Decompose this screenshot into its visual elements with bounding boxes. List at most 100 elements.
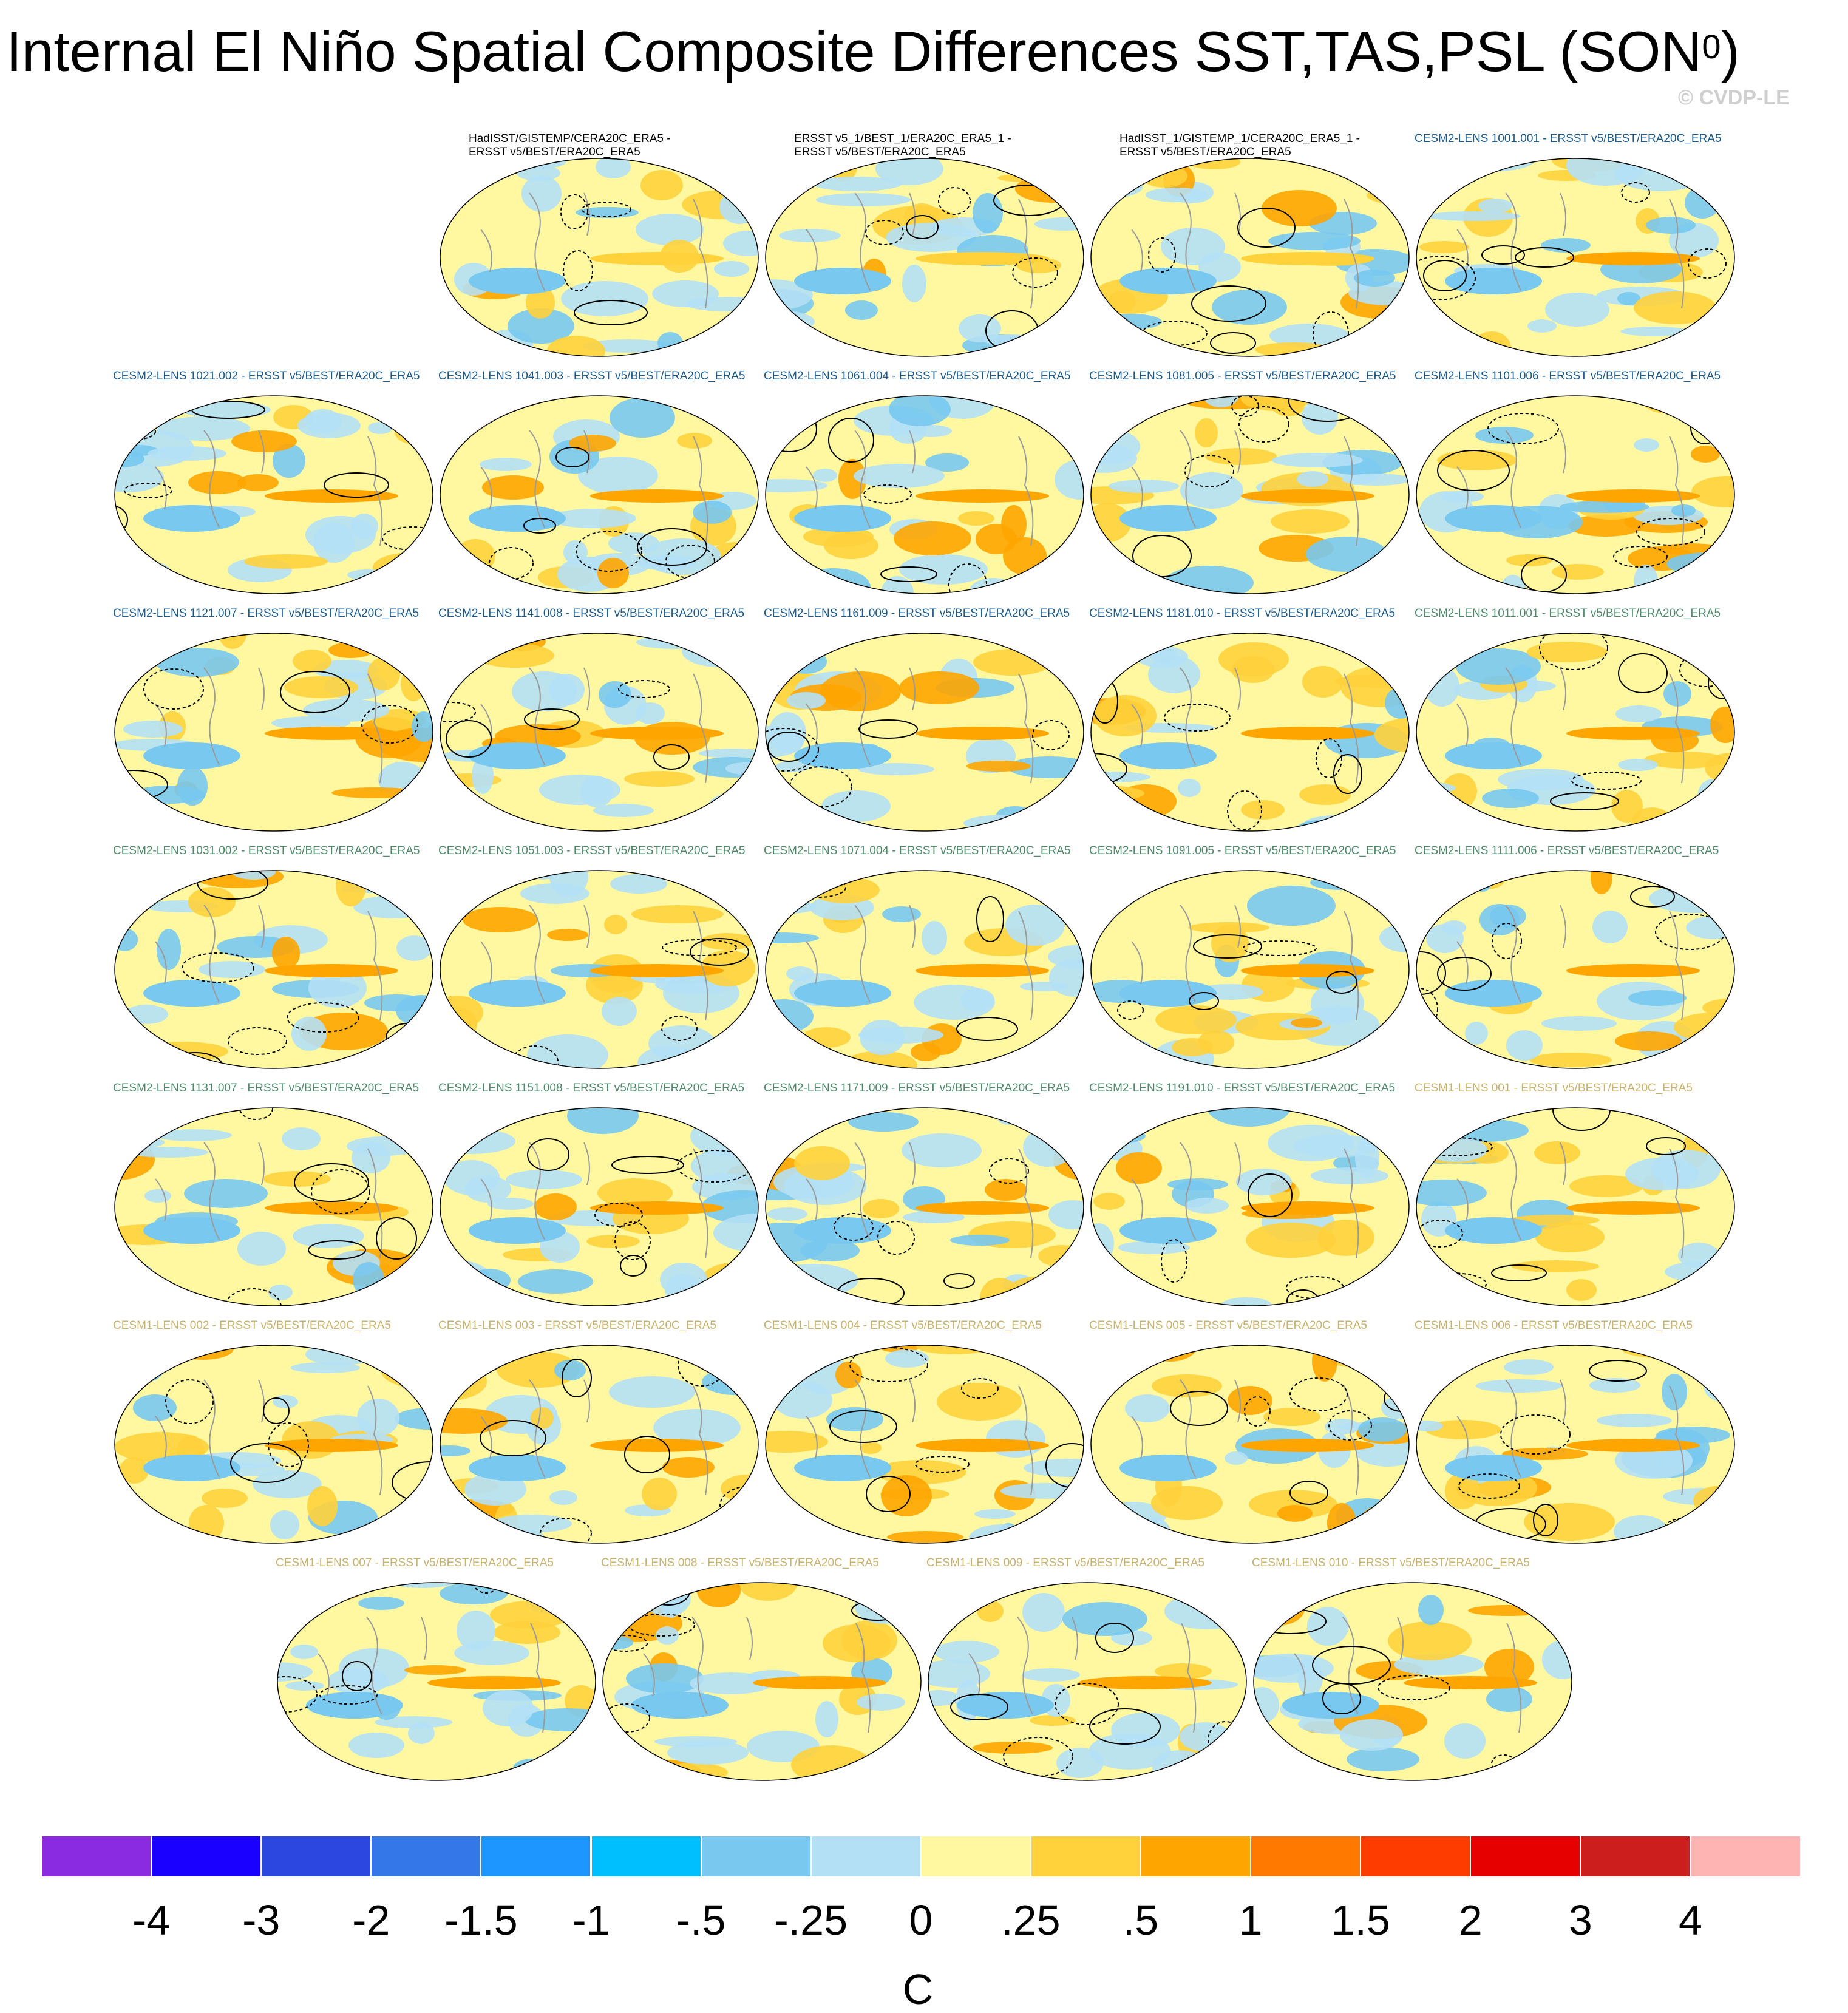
anomaly-patch <box>133 1394 177 1421</box>
anomaly-patch <box>1482 789 1539 808</box>
anomaly-patch <box>304 409 342 433</box>
anomaly-patch <box>902 265 926 302</box>
anomaly-patch <box>328 642 373 658</box>
anomaly-patch <box>787 692 826 709</box>
cold-anomaly <box>1445 505 1542 532</box>
anomaly-patch <box>1272 453 1363 467</box>
psl-contour <box>395 1528 433 1543</box>
panel-label: HadISST/GISTEMP/CERA20C_ERA5 - ERSST v5/B… <box>469 132 845 159</box>
robinson-map <box>114 395 433 594</box>
anomaly-patch <box>237 1232 286 1266</box>
enso-tongue <box>427 1676 561 1689</box>
psl-contour <box>603 1703 650 1733</box>
coastline <box>1456 1379 1685 1496</box>
map-panel: CESM2-LENS 1041.003 - ERSST v5/BEST/ERA2… <box>438 370 760 596</box>
anomaly-patch <box>463 907 538 932</box>
anomaly-patch <box>531 1407 554 1429</box>
anomaly-patch <box>188 471 246 494</box>
map-border <box>440 870 759 1069</box>
robinson-map <box>1416 633 1735 832</box>
cold-anomaly <box>1119 505 1217 532</box>
colorbar-tick-label: .25 <box>1001 1896 1061 1944</box>
colorbar-segment <box>1251 1836 1361 1877</box>
title-suffix: ) <box>1721 19 1740 83</box>
psl-contour <box>1646 1137 1686 1155</box>
anomaly-patch <box>1277 1505 1313 1522</box>
anomaly-patch <box>702 1532 744 1543</box>
psl-contour <box>794 877 832 894</box>
panel-label-line: ERSST v5/BEST/ERA20C_ERA5 <box>469 146 640 158</box>
anomaly-patch <box>1297 471 1328 487</box>
anomaly-patch <box>882 906 921 922</box>
anomaly-patch <box>624 771 695 787</box>
psl-contour <box>665 545 715 579</box>
colorbar-segment <box>261 1836 372 1877</box>
psl-contour <box>263 1397 290 1424</box>
anomaly-patch <box>1095 1298 1121 1306</box>
cold-anomaly <box>1445 742 1542 769</box>
anomaly-patch <box>1502 1448 1588 1460</box>
anomaly-patch <box>652 280 719 307</box>
coastline <box>1131 1142 1359 1258</box>
map-panel: CESM2-LENS 1191.010 - ERSST v5/BEST/ERA2… <box>1089 1082 1411 1308</box>
anomaly-patch <box>576 207 639 218</box>
anomaly-patch <box>569 435 616 452</box>
coastline <box>806 192 1034 309</box>
psl-contour <box>1621 182 1650 203</box>
panel-label-line: CESM2-LENS 1041.003 - ERSST v5/BEST/ERA2… <box>438 370 746 382</box>
panel-label: CESM2-LENS 1091.005 - ERSST v5/BEST/ERA2… <box>1089 844 1496 858</box>
robinson-map <box>1416 1345 1735 1544</box>
enso-tongue <box>1566 252 1700 265</box>
anomaly-patch <box>1486 1686 1532 1712</box>
psl-contour <box>1416 988 1438 1030</box>
robinson-map <box>1090 633 1410 832</box>
anomaly-patch <box>1108 291 1136 313</box>
anomaly-patch <box>1475 427 1534 444</box>
anomaly-patch <box>682 636 757 667</box>
psl-contour <box>1238 406 1289 443</box>
anomaly-patch <box>1066 633 1084 646</box>
anomaly-patch <box>821 790 891 822</box>
anomaly-patch <box>815 1701 838 1737</box>
anomaly-patch <box>1155 1663 1212 1679</box>
anomaly-patch <box>1022 1668 1080 1682</box>
robinson-map <box>1090 1345 1410 1544</box>
robinson-map <box>440 1107 759 1306</box>
anomaly-patch <box>1527 319 1557 333</box>
anomaly-patch <box>115 1031 134 1041</box>
panel-label: CESM2-LENS 1141.008 - ERSST v5/BEST/ERA2… <box>438 607 845 620</box>
panel-label-line: ERSST v5_1/BEST_1/ERA20C_ERA5_1 - <box>794 132 1011 145</box>
anomaly-patch <box>997 173 1080 183</box>
anomaly-patch <box>285 1681 324 1691</box>
panel-label: CESM1-LENS 010 - ERSST v5/BEST/ERA20C_ER… <box>1252 1556 1659 1570</box>
psl-contour <box>1189 992 1219 1010</box>
anomaly-patch <box>506 1170 582 1189</box>
psl-contour <box>1416 1272 1487 1295</box>
anomaly-patch <box>693 341 758 355</box>
panel-label: CESM1-LENS 006 - ERSST v5/BEST/ERA20C_ER… <box>1415 1319 1821 1332</box>
map-border <box>765 1107 1084 1306</box>
panel-label: CESM1-LENS 003 - ERSST v5/BEST/ERA20C_ER… <box>438 1319 845 1332</box>
psl-contour <box>594 1203 643 1227</box>
psl-contour <box>1003 1737 1073 1777</box>
psl-contour <box>523 518 556 534</box>
psl-contour <box>562 1359 592 1397</box>
anomaly-patch <box>845 300 878 320</box>
anomaly-patch <box>154 1129 232 1141</box>
psl-contour <box>877 1221 915 1255</box>
panel-label: CESM2-LENS 1071.004 - ERSST v5/BEST/ERA2… <box>764 844 1170 858</box>
enso-tongue <box>590 252 724 265</box>
anomaly-patch <box>1198 1030 1234 1054</box>
psl-contour <box>1458 1473 1520 1499</box>
coastline <box>155 1142 383 1258</box>
anomaly-patch <box>1247 886 1336 926</box>
colorbar-segment <box>920 1836 1031 1877</box>
psl-contour <box>563 250 593 291</box>
psl-contour <box>458 158 489 166</box>
panel-label-line: CESM1-LENS 004 - ERSST v5/BEST/ERA20C_ER… <box>764 1319 1042 1332</box>
anomaly-patch <box>784 1167 866 1205</box>
map-panel: CESM1-LENS 006 - ERSST v5/BEST/ERA20C_ER… <box>1415 1319 1736 1545</box>
anomaly-patch <box>1269 324 1350 348</box>
anomaly-patch <box>1512 1260 1599 1272</box>
anomaly-patch <box>1355 1139 1379 1178</box>
